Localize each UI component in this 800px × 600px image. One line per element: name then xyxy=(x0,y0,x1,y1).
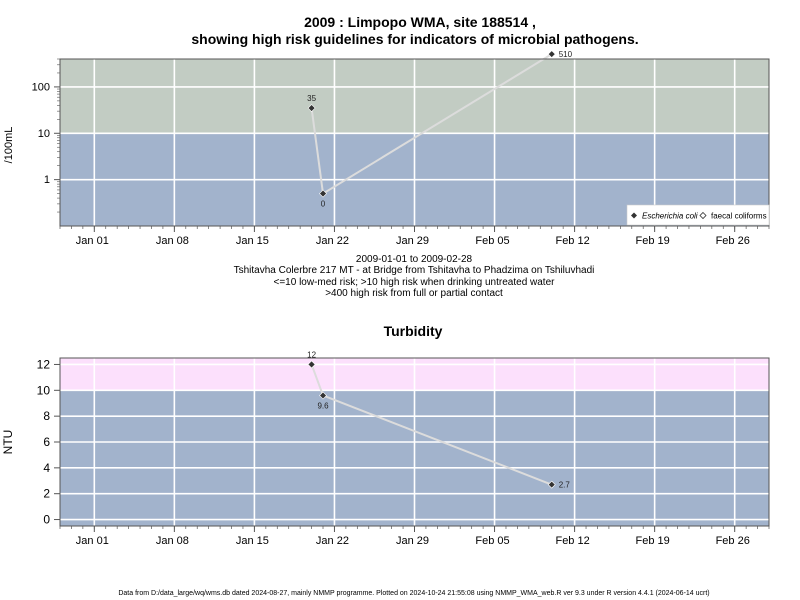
x-tick-label: Feb 19 xyxy=(636,235,670,247)
x-tick-label: Jan 01 xyxy=(76,535,109,547)
x-tick-label: Feb 19 xyxy=(636,535,670,547)
x-tick-label: Feb 12 xyxy=(555,235,589,247)
data-point xyxy=(547,50,556,59)
x-tick-label: Feb 05 xyxy=(475,235,509,247)
caption-drinking-guideline: <=10 low-med risk; >10 high risk when dr… xyxy=(274,277,556,288)
turbidity-series: 12 9.6 2.7 xyxy=(307,350,570,489)
x-tick-label: Feb 05 xyxy=(475,535,509,547)
y-tick-label: 0 xyxy=(43,513,50,527)
legend-entry-ecoli: Escherichia coli xyxy=(642,212,698,221)
y-tick-label: 12 xyxy=(37,357,51,371)
x-tick-label: Jan 22 xyxy=(316,535,349,547)
y-tick-label: 6 xyxy=(43,435,50,449)
data-point xyxy=(307,360,316,369)
data-label: 35 xyxy=(307,94,316,103)
footer-note: Data from D:/data_large/wq/wms.db dated … xyxy=(118,590,709,597)
turbidity-grid xyxy=(60,358,769,526)
data-point xyxy=(307,104,316,112)
y-tick-label: 8 xyxy=(43,409,50,423)
turbidity-title: Turbidity xyxy=(384,323,443,339)
data-label: 12 xyxy=(307,350,316,359)
main-title-line2: showing high risk guidelines for indicat… xyxy=(191,31,638,47)
x-tick-label: Jan 15 xyxy=(236,535,269,547)
x-tick-label: Jan 08 xyxy=(156,235,189,247)
legend-box xyxy=(626,204,770,226)
data-point xyxy=(319,391,327,400)
data-label: 0 xyxy=(321,200,326,209)
y-tick-label: 2 xyxy=(43,487,50,501)
x-tick-label: Jan 08 xyxy=(156,535,189,547)
data-label: 510 xyxy=(559,50,573,59)
data-label: 2.7 xyxy=(559,481,571,490)
legend-faecal-coliforms-marker-icon xyxy=(699,211,707,220)
microbial-grid xyxy=(60,59,769,226)
microbial-legend: Escherichia coli faecal coliforms xyxy=(626,204,770,226)
microbial-axes: Jan 01 Jan 08 Jan 15 Jan 22 Jan 29 Feb 05 Feb … xyxy=(32,58,770,247)
x-tick-label: Jan 29 xyxy=(396,535,429,547)
caption-contact-guideline: >400 high risk from full or partial cont… xyxy=(325,288,503,299)
caption-site-description: Tshitavha Colerbre 217 MT - at Bridge fr… xyxy=(234,265,595,276)
x-tick-label: Jan 15 xyxy=(236,235,269,247)
caption-date-range: 2009-01-01 to 2009-02-28 xyxy=(356,254,473,265)
turbidity-y-axis-label: NTU xyxy=(1,430,15,455)
microbial-y-axis-label: /100mL xyxy=(3,127,15,164)
y-tick-label: 10 xyxy=(37,383,51,397)
microbial-series: 35 0 510 xyxy=(307,50,572,208)
y-tick-label: 1 xyxy=(44,174,50,186)
x-tick-label: Jan 22 xyxy=(316,235,349,247)
data-point xyxy=(547,480,556,489)
x-tick-label: Feb 12 xyxy=(555,535,589,547)
main-title-line1: 2009 : Limpopo WMA, site 188514 , xyxy=(304,14,536,30)
y-tick-label: 10 xyxy=(38,128,50,140)
x-tick-label: Jan 29 xyxy=(396,235,429,247)
x-tick-label: Jan 01 xyxy=(76,235,109,247)
legend-entry-faecal-coliforms: faecal coliforms xyxy=(711,212,767,221)
data-label: 9.6 xyxy=(317,401,329,410)
y-tick-label: 4 xyxy=(43,461,50,475)
y-tick-label: 100 xyxy=(32,81,50,93)
turbidity-axes: Jan 01 Jan 08 Jan 15 Jan 22 Jan 29 Feb 05 Feb … xyxy=(37,357,770,547)
x-tick-label: Feb 26 xyxy=(716,235,750,247)
legend-ecoli-marker-icon xyxy=(631,212,637,219)
data-point xyxy=(319,189,327,198)
x-tick-label: Feb 26 xyxy=(716,535,750,547)
